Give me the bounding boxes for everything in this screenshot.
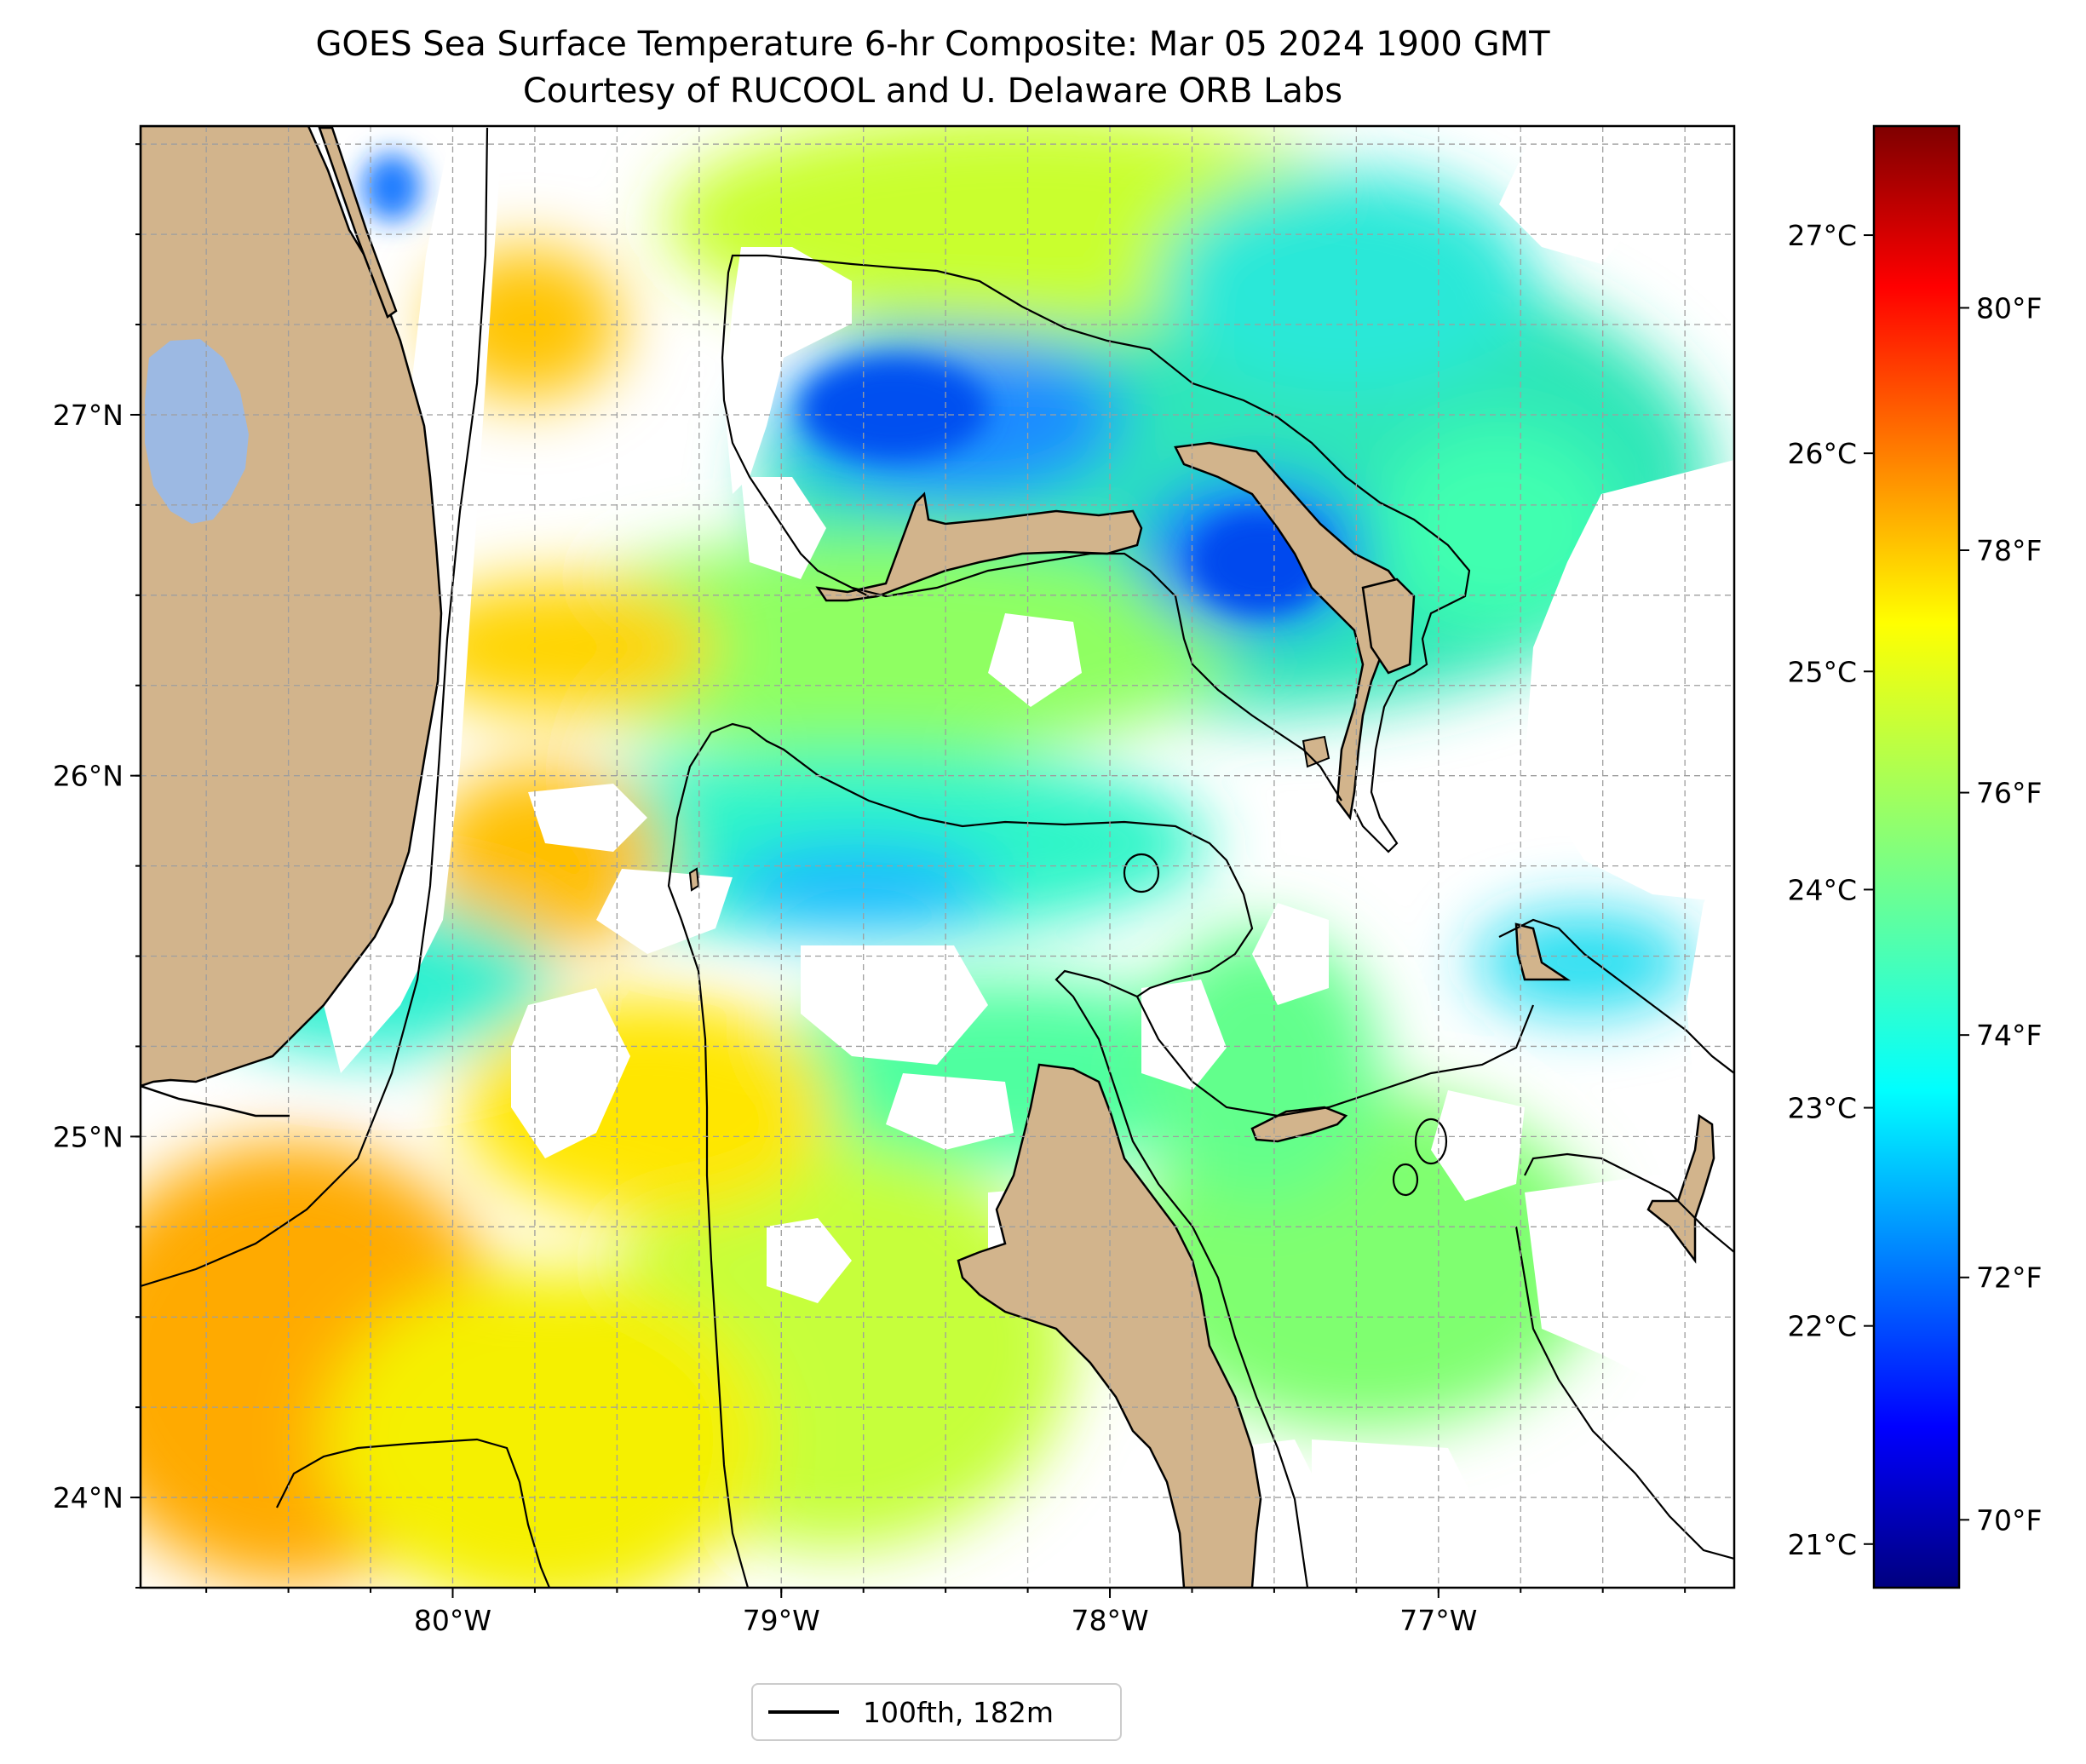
colorbar-fahrenheit-labels: 80°F 78°F 76°F 74°F 72°F 70°F (1976, 291, 2042, 1537)
colorbar-fahrenheit-label: 80°F (1976, 291, 2042, 325)
colorbar-celsius-label: 22°C (1787, 1310, 1857, 1343)
longitude-labels: 80°W 79°W 78°W 77°W (414, 1604, 1477, 1637)
abaco-south-cay (1302, 735, 1330, 768)
longitude-tick-label: 77°W (1399, 1604, 1477, 1637)
lake-okeechobee (145, 339, 249, 524)
longitude-tick-label: 79°W (743, 1604, 820, 1637)
longitude-tick-label: 78°W (1071, 1604, 1148, 1637)
longitude-tick-label: 80°W (414, 1604, 491, 1637)
colorbar-celsius-labels: 27°C 26°C 25°C 24°C 23°C 22°C 21°C (1787, 219, 1857, 1561)
sst-map-area (141, 126, 1734, 1588)
isobath-contours (141, 127, 1734, 1588)
colorbar-celsius-label: 24°C (1787, 873, 1857, 906)
sst-field (141, 126, 1712, 1588)
latitude-tick-label: 26°N (53, 760, 124, 793)
map-subtitle: Courtesy of RUCOOL and U. Delaware ORB L… (523, 72, 1342, 111)
map-axis-ticks (130, 143, 1687, 1598)
colorbar-celsius-label: 25°C (1787, 655, 1857, 688)
legend-box (751, 1683, 1122, 1741)
isobath-legend: 100fth, 182m (751, 1683, 1122, 1741)
colorbar-fahrenheit-label: 78°F (1976, 534, 2042, 567)
legend-label: 100fth, 182m (863, 1696, 1054, 1729)
colorbar-fahrenheit-label: 76°F (1976, 777, 2042, 810)
colorbar-fahrenheit-label: 72°F (1976, 1261, 2042, 1295)
colorbar-fahrenheit-label: 70°F (1976, 1503, 2042, 1537)
latitude-tick-label: 24°N (53, 1481, 124, 1514)
map-gridlines (141, 126, 1734, 1588)
grand-bahama-land (815, 491, 1143, 602)
florida-keys-coast (141, 1084, 290, 1118)
new-providence-land (1250, 1106, 1348, 1143)
latitude-labels: 27°N 26°N 25°N 24°N (53, 399, 124, 1514)
colorbar-celsius-label: 27°C (1787, 219, 1857, 252)
florida-barrier-island (318, 126, 398, 319)
colorbar-celsius-label: 23°C (1787, 1092, 1857, 1125)
bimini-islet (688, 867, 700, 892)
abaco-cay (1361, 577, 1416, 675)
colorbar-celsius-label: 21°C (1787, 1528, 1857, 1561)
colorbar-fahrenheit-label: 74°F (1976, 1019, 2042, 1052)
colorbar-celsius-label: 26°C (1787, 437, 1857, 470)
eleuthera-land (1514, 922, 1572, 981)
colorbar-ticks (1864, 234, 1969, 1545)
latitude-tick-label: 27°N (53, 399, 124, 432)
colorbar (1872, 124, 1961, 1589)
map-title: GOES Sea Surface Temperature 6-hr Compos… (315, 25, 1550, 64)
latitude-tick-label: 25°N (53, 1120, 124, 1153)
map-frame (139, 124, 1736, 1589)
